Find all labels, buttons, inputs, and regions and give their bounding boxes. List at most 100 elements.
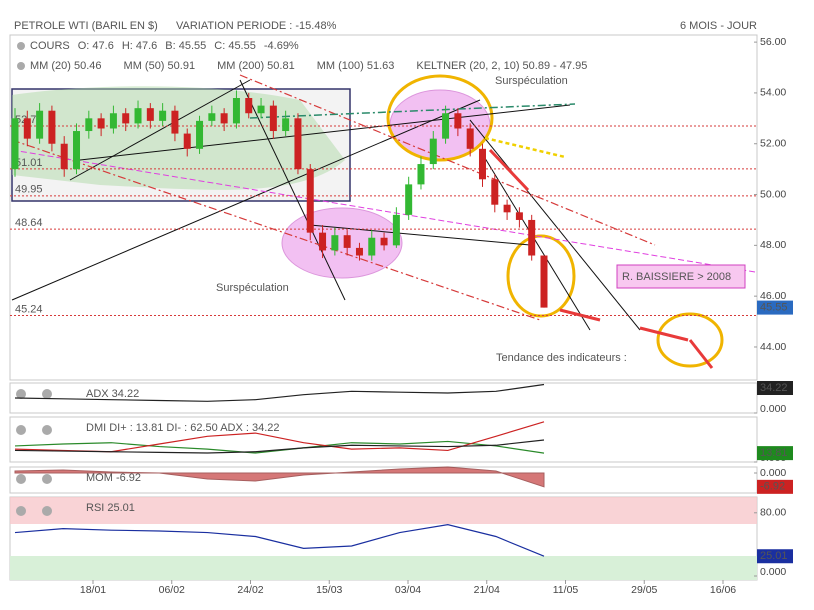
x-tick-label: 03/04 <box>395 584 421 596</box>
candle-body <box>491 179 499 205</box>
main-panel <box>9 34 758 381</box>
candle-body <box>73 131 81 170</box>
y-tick-label: 0.000 <box>760 467 786 479</box>
level-label: 48.64 <box>15 217 43 229</box>
annotation-box <box>616 264 746 289</box>
indicator-line <box>14 524 545 557</box>
candle-body <box>515 212 523 220</box>
candle-body <box>429 138 437 165</box>
circle <box>506 234 576 318</box>
price-tag-label: 45.55 <box>760 302 788 314</box>
candle-body <box>146 108 154 121</box>
x-tick-label: 21/04 <box>474 584 500 596</box>
range-box <box>11 88 351 202</box>
candle-body <box>134 108 142 124</box>
y-tick-label: 46.00 <box>760 290 786 302</box>
average-legend: MM (20) 50.46 <box>30 60 102 72</box>
legend-item: COURS <box>30 40 70 52</box>
candle-body <box>245 98 253 114</box>
y-tick-label: 50.00 <box>760 188 786 200</box>
icon <box>17 62 25 70</box>
x-tick-label: 29/05 <box>631 584 657 596</box>
candle-body <box>343 235 351 248</box>
candle-body <box>478 148 486 180</box>
candle-body <box>405 184 413 215</box>
candle-body <box>257 105 265 114</box>
price-tag <box>757 300 793 315</box>
candle-body <box>454 113 462 129</box>
level-label: 51.01 <box>15 157 43 169</box>
level-label: 49.95 <box>15 184 43 196</box>
channel-lines <box>11 74 656 321</box>
icon <box>17 42 25 50</box>
legend-item: H: 47.6 <box>122 40 157 52</box>
candle-body <box>269 105 277 132</box>
candle-body <box>171 110 179 134</box>
average-legend: MM (100) 51.63 <box>317 60 395 72</box>
y-tick-label: 56.00 <box>760 36 786 48</box>
icon <box>16 506 26 516</box>
trendline <box>79 104 571 161</box>
y-tick-label: 52.00 <box>760 138 786 150</box>
trendline <box>69 79 251 181</box>
candle-body <box>442 113 450 139</box>
value-tag <box>757 549 793 564</box>
icon <box>16 425 26 435</box>
value-tag-label: -6.92 <box>760 481 785 493</box>
candle-body <box>196 120 204 149</box>
dmi-panel <box>9 416 758 463</box>
candle-body <box>417 164 425 185</box>
arrow <box>639 326 689 342</box>
trendline <box>239 79 346 301</box>
circle <box>386 74 494 162</box>
y-tick-label: 44.00 <box>760 341 786 353</box>
candle-body <box>232 98 240 124</box>
candle-body <box>122 113 130 124</box>
panel-title: DMI DI+ : 13.81 DI- : 62.50 ADX : 34.22 <box>86 422 280 434</box>
candle-body <box>282 118 290 132</box>
candle-body <box>97 118 105 129</box>
icon <box>42 389 52 399</box>
trendline <box>469 119 641 331</box>
chart-subtitle: VARIATION PERIODE : -15.48% <box>176 20 337 32</box>
value-tag-label: 13.81 <box>760 447 788 459</box>
icon <box>16 389 26 399</box>
icon <box>16 474 26 484</box>
annotation: Surspéculation <box>216 282 289 294</box>
trendlines <box>11 79 641 331</box>
candle-body <box>380 237 388 246</box>
panel-title: RSI 25.01 <box>86 502 135 514</box>
x-tick-label: 18/01 <box>80 584 106 596</box>
panels <box>9 34 758 581</box>
candle-body <box>60 143 68 170</box>
panel-title: ADX 34.22 <box>86 388 139 400</box>
value-tag <box>757 381 793 395</box>
candle-body <box>466 128 474 149</box>
channel-line <box>239 74 656 246</box>
period: 6 MOIS - JOUR <box>680 20 757 32</box>
legend-item: B: 45.55 <box>165 40 206 52</box>
indicator-line <box>14 383 545 402</box>
value-tag-label: 34.22 <box>760 382 788 394</box>
highlight-circles <box>386 74 724 368</box>
candle-body <box>220 113 228 124</box>
channel-line <box>11 139 541 321</box>
circle <box>656 312 724 368</box>
legend-item: C: 45.55 <box>214 40 256 52</box>
y-tick-label: 0.000 <box>760 566 786 578</box>
legend-item: O: 47.6 <box>78 40 114 52</box>
x-tick-label: 15/03 <box>316 584 342 596</box>
candle-body <box>183 133 191 149</box>
x-tick-label: 24/02 <box>237 584 263 596</box>
candle-body <box>331 235 339 251</box>
x-tick-label: 11/05 <box>553 584 579 596</box>
candle-body <box>23 118 31 139</box>
y-tick-label: 80.00 <box>760 507 786 519</box>
candle-body <box>109 113 117 129</box>
indicator-line <box>14 439 545 454</box>
icon <box>42 474 52 484</box>
value-tag-label: 25.01 <box>760 550 788 562</box>
arrow <box>488 148 530 192</box>
candle-body <box>319 232 327 251</box>
